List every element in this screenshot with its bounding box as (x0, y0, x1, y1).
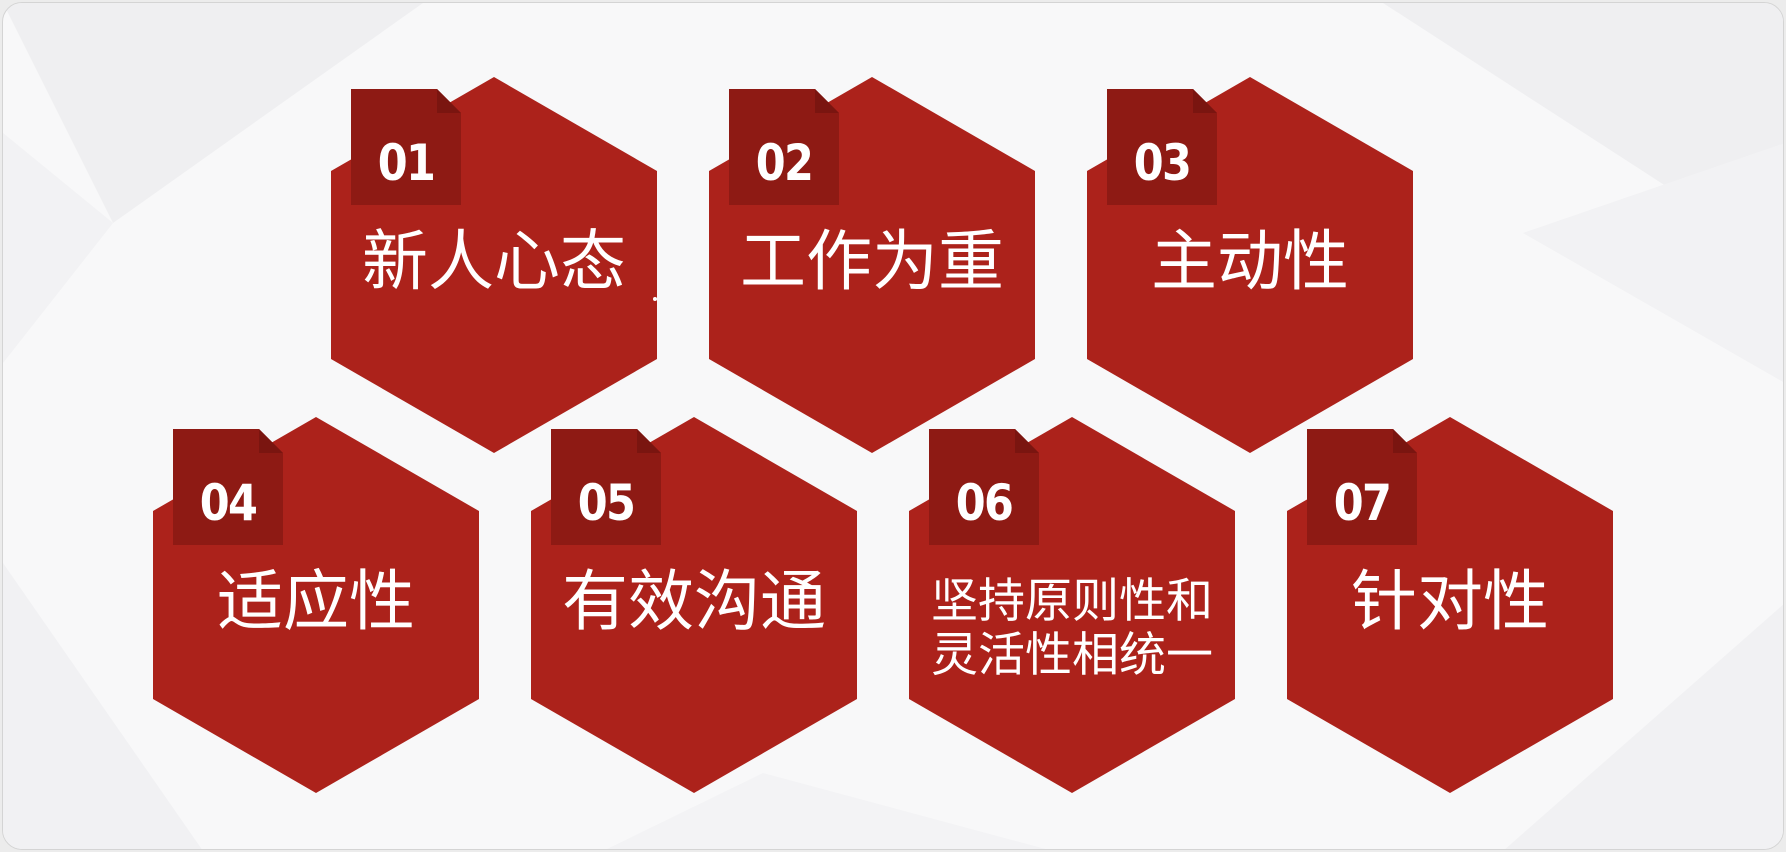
number-tab: 07 (1307, 429, 1417, 545)
number-tab-shape (351, 89, 461, 205)
item-label: 有效沟通 (562, 563, 826, 640)
hexagon-item-04: 04 适应性 (153, 417, 479, 793)
number-tab: 04 (173, 429, 283, 545)
item-number: 01 (377, 134, 436, 192)
item-number: 05 (577, 474, 636, 532)
number-tab-shape (929, 429, 1039, 545)
item-label: 针对性 (1351, 563, 1549, 640)
hexagon-item-03: 03 主动性 (1087, 77, 1413, 453)
background-triangles (3, 3, 1783, 849)
item-number: 04 (199, 474, 258, 532)
item-number: 06 (955, 474, 1014, 532)
hexagon-item-02: 02 工作为重 (709, 77, 1035, 453)
item-number: 02 (755, 134, 814, 192)
number-tab-shape (551, 429, 661, 545)
hexagon-item-07: 07 针对性 (1287, 417, 1613, 793)
number-tab: 01 (351, 89, 461, 205)
number-tab-shape (1307, 429, 1417, 545)
number-tab: 03 (1107, 89, 1217, 205)
decorative-dot (653, 297, 657, 301)
number-tab: 02 (729, 89, 839, 205)
number-tab-shape (729, 89, 839, 205)
number-tab: 06 (929, 429, 1039, 545)
hexagon-item-06: 06 坚持原则性和灵活性相统一 (909, 417, 1235, 793)
item-label: 坚持原则性和灵活性相统一 (931, 574, 1213, 683)
item-label: 主动性 (1151, 223, 1349, 300)
hexagon-item-05: 05 有效沟通 (531, 417, 857, 793)
item-label: 工作为重 (740, 223, 1004, 300)
number-tab: 05 (551, 429, 661, 545)
item-label: 适应性 (217, 563, 415, 640)
number-tab-shape (1107, 89, 1217, 205)
item-number: 07 (1333, 474, 1392, 532)
item-number: 03 (1133, 134, 1192, 192)
number-tab-shape (173, 429, 283, 545)
item-label: 新人心态 (362, 223, 626, 300)
hexagon-item-01: 01 新人心态 (331, 77, 657, 453)
